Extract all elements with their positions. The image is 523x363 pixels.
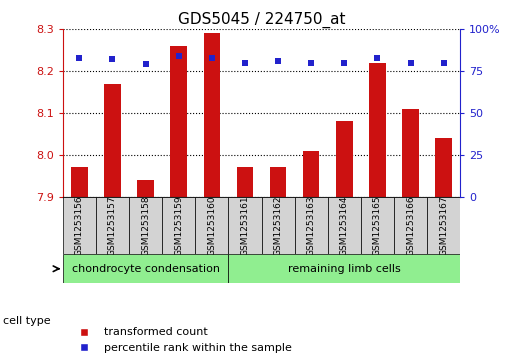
Legend: transformed count, percentile rank within the sample: transformed count, percentile rank withi… [69, 323, 296, 358]
Text: GSM1253162: GSM1253162 [274, 195, 282, 256]
Bar [162, 197, 195, 254]
Bar [402, 109, 419, 197]
Bar [270, 167, 287, 197]
Text: GSM1253160: GSM1253160 [207, 195, 217, 256]
Bar [129, 197, 162, 254]
Text: GSM1253167: GSM1253167 [439, 195, 448, 256]
Bar [96, 197, 129, 254]
Text: GSM1253165: GSM1253165 [373, 195, 382, 256]
Text: GSM1253157: GSM1253157 [108, 195, 117, 256]
Bar [435, 138, 452, 197]
Bar [195, 197, 229, 254]
Bar [63, 254, 229, 283]
Bar [369, 62, 385, 197]
Text: chondrocyte condensation: chondrocyte condensation [72, 264, 220, 274]
Text: GSM1253159: GSM1253159 [174, 195, 183, 256]
Bar [104, 83, 121, 197]
Text: GSM1253158: GSM1253158 [141, 195, 150, 256]
Text: remaining limb cells: remaining limb cells [288, 264, 401, 274]
Text: GSM1253161: GSM1253161 [241, 195, 249, 256]
Bar [229, 197, 262, 254]
Text: cell type: cell type [3, 316, 50, 326]
Bar [262, 197, 294, 254]
Text: GSM1253164: GSM1253164 [340, 195, 349, 256]
Bar [303, 151, 320, 197]
Bar [294, 197, 328, 254]
Bar [336, 121, 353, 197]
Bar [394, 197, 427, 254]
Title: GDS5045 / 224750_at: GDS5045 / 224750_at [178, 12, 345, 28]
Bar [170, 46, 187, 197]
Bar [137, 180, 154, 197]
Bar [71, 167, 87, 197]
Bar [328, 197, 361, 254]
Bar [229, 254, 460, 283]
Bar [427, 197, 460, 254]
Bar [236, 167, 253, 197]
Text: GSM1253166: GSM1253166 [406, 195, 415, 256]
Text: GSM1253163: GSM1253163 [306, 195, 316, 256]
Bar [361, 197, 394, 254]
Text: GSM1253156: GSM1253156 [75, 195, 84, 256]
Bar [63, 197, 96, 254]
Bar [203, 33, 220, 197]
